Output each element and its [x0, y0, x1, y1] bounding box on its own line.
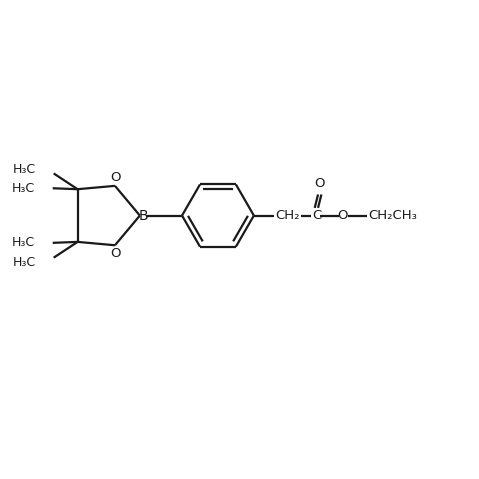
- Text: B: B: [138, 208, 148, 223]
- Text: H₃C: H₃C: [13, 162, 36, 176]
- Text: O: O: [111, 171, 121, 184]
- Text: C: C: [312, 209, 321, 222]
- Text: O: O: [338, 209, 348, 222]
- Text: CH₂: CH₂: [275, 209, 300, 222]
- Text: H₃C: H₃C: [13, 255, 36, 269]
- Text: O: O: [111, 247, 121, 261]
- Text: O: O: [315, 177, 325, 191]
- Text: CH₂CH₃: CH₂CH₃: [368, 209, 417, 222]
- Text: H₃C: H₃C: [11, 182, 34, 195]
- Text: H₃C: H₃C: [11, 236, 34, 250]
